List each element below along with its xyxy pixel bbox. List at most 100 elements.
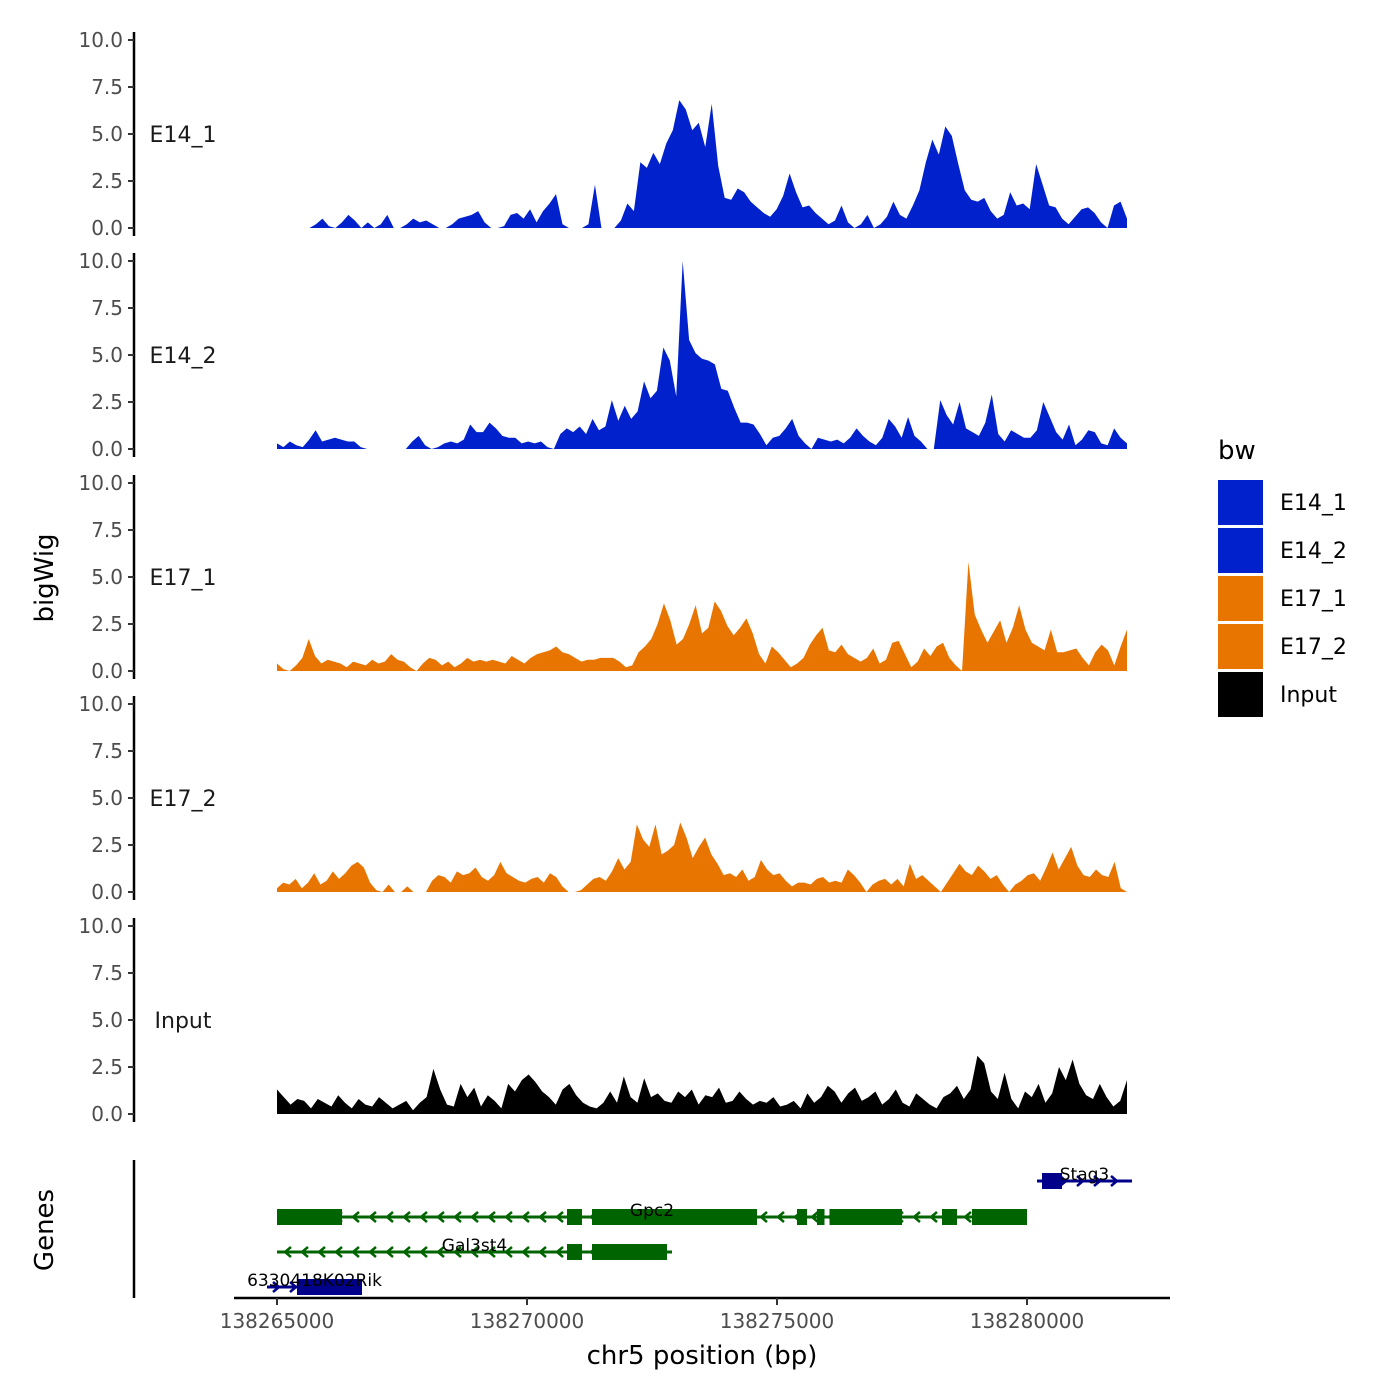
legend-label: E14_2 (1280, 539, 1347, 564)
exon (942, 1209, 957, 1225)
legend-swatch (1218, 576, 1263, 621)
strand-arrow (317, 1246, 326, 1258)
genes-axis-title: Genes (30, 1189, 60, 1271)
y-axis-title: bigWig (30, 533, 60, 622)
x-tick-label: 138280000 (970, 1309, 1085, 1333)
strand-arrow (283, 1246, 292, 1258)
strand-arrow (810, 1211, 819, 1223)
strand-arrow (504, 1211, 513, 1223)
strand-arrow (419, 1211, 428, 1223)
y-tick-label: 5.0 (91, 565, 123, 589)
strand-arrow (470, 1246, 479, 1258)
y-tick-label: 7.5 (91, 296, 123, 320)
y-tick-label: 2.5 (91, 1055, 123, 1079)
strand-arrow (419, 1246, 428, 1258)
track-label: E17_1 (150, 566, 217, 591)
strand-arrow (538, 1246, 547, 1258)
exon (829, 1209, 902, 1225)
strand-arrow (1076, 1175, 1085, 1187)
strand-arrow (300, 1246, 309, 1258)
legend-title: bw (1218, 436, 1256, 466)
y-tick-label: 5.0 (91, 1008, 123, 1032)
gene-6330418k02rik: 6330418K02Rik (247, 1271, 382, 1295)
strand-arrow (436, 1246, 445, 1258)
track-label: E14_1 (150, 123, 217, 148)
strand-arrow (470, 1211, 479, 1223)
y-tick-label: 2.5 (91, 612, 123, 636)
strand-arrow (759, 1211, 768, 1223)
exon (567, 1244, 582, 1260)
y-tick-label: 2.5 (91, 833, 123, 857)
track-e14-1: 0.0 2.5 5.0 7.5 10.0 E14_1 (78, 28, 1127, 240)
coverage-area (277, 100, 1127, 228)
strand-arrow (402, 1211, 411, 1223)
y-tick-label: 7.5 (91, 739, 123, 763)
exon (277, 1209, 342, 1225)
strand-arrow (963, 1211, 972, 1223)
strand-arrow (368, 1246, 377, 1258)
coverage-area (277, 822, 1127, 892)
strand-arrow (385, 1211, 394, 1223)
exon (797, 1209, 807, 1225)
gene-label: Gal3st4 (442, 1236, 507, 1256)
strand-arrow (272, 1281, 281, 1293)
x-tick-label: 138275000 (720, 1309, 835, 1333)
strand-arrow (1110, 1175, 1119, 1187)
strand-arrow (402, 1246, 411, 1258)
strand-arrow (453, 1246, 462, 1258)
y-tick-label: 10.0 (78, 914, 123, 938)
exon (972, 1209, 1027, 1225)
track-label: E14_2 (150, 344, 217, 369)
y-tick-label: 0.0 (91, 880, 123, 904)
gene-label: Stag3 (1060, 1165, 1109, 1185)
strand-arrow (487, 1211, 496, 1223)
exon (567, 1209, 582, 1225)
gene-label: Gpc2 (630, 1201, 674, 1221)
strand-arrow (351, 1211, 360, 1223)
legend-swatch (1218, 528, 1263, 573)
y-tick-label: 0.0 (91, 437, 123, 461)
exon (592, 1209, 757, 1225)
track-label: Input (155, 1009, 212, 1034)
strand-arrow (385, 1246, 394, 1258)
strand-arrow (912, 1211, 921, 1223)
legend-label: E14_1 (1280, 491, 1347, 516)
y-tick-label: 10.0 (78, 28, 123, 52)
track-e17-1: 0.0 2.5 5.0 7.5 10.0 E17_1 (78, 471, 1127, 683)
strand-arrow (436, 1211, 445, 1223)
legend-swatch (1218, 672, 1263, 717)
strand-arrow (776, 1211, 785, 1223)
track-e14-2: 0.0 2.5 5.0 7.5 10.0 E14_2 (78, 249, 1127, 461)
y-tick-label: 2.5 (91, 169, 123, 193)
y-tick-label: 5.0 (91, 343, 123, 367)
gene-stag3: Stag3 (1037, 1165, 1132, 1189)
strand-arrow (368, 1211, 377, 1223)
strand-arrow (351, 1246, 360, 1258)
legend-label: E17_1 (1280, 587, 1347, 612)
gene-gal3st4: Gal3st4 (277, 1236, 672, 1260)
exon (297, 1279, 362, 1295)
x-tick-label: 138270000 (470, 1309, 585, 1333)
track-label: E17_2 (150, 787, 217, 812)
genes-panel: Stag3 Gpc2 Gal3st4 6330418K02Rik (132, 1160, 1132, 1298)
exon (1042, 1173, 1062, 1189)
x-tick-label: 138265000 (220, 1309, 335, 1333)
y-tick-label: 7.5 (91, 518, 123, 542)
coverage-area (277, 561, 1127, 671)
track-e17-2: 0.0 2.5 5.0 7.5 10.0 E17_2 (78, 692, 1127, 904)
y-tick-label: 10.0 (78, 692, 123, 716)
gene-label: 6330418K02Rik (247, 1271, 382, 1291)
track-input: 0.0 2.5 5.0 7.5 10.0 Input (78, 914, 1127, 1126)
exon (817, 1209, 825, 1225)
y-tick-label: 0.0 (91, 216, 123, 240)
y-tick-label: 7.5 (91, 75, 123, 99)
coverage-area (277, 261, 1127, 449)
legend-swatch (1218, 624, 1263, 669)
y-tick-label: 2.5 (91, 390, 123, 414)
strand-arrow (538, 1211, 547, 1223)
gene-gpc2: Gpc2 (277, 1201, 1027, 1225)
strand-arrow (521, 1246, 530, 1258)
y-tick-label: 10.0 (78, 471, 123, 495)
y-tick-label: 5.0 (91, 122, 123, 146)
